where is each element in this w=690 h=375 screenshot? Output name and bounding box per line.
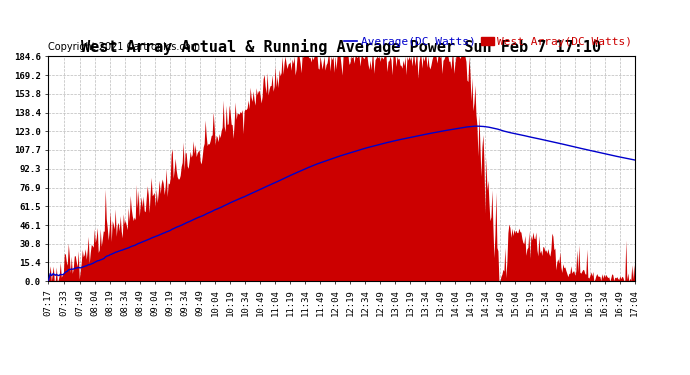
Legend: Average(DC Watts), West Array(DC Watts): Average(DC Watts), West Array(DC Watts) — [339, 33, 637, 51]
Text: Copyright 2021 Cartronics.com: Copyright 2021 Cartronics.com — [48, 42, 200, 52]
Title: West Array Actual & Running Average Power Sun Feb 7 17:10: West Array Actual & Running Average Powe… — [81, 39, 602, 55]
